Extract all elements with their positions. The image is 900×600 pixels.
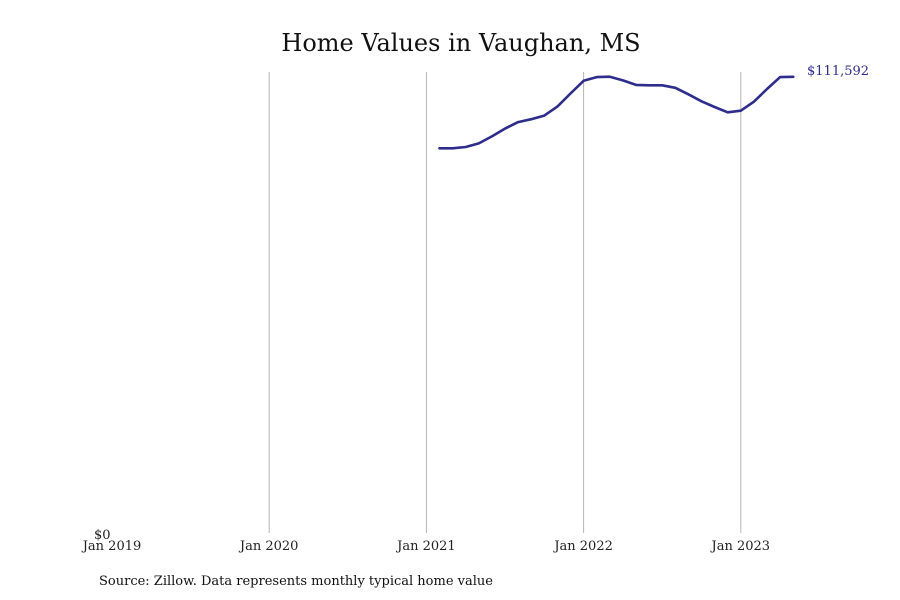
series-line-0 bbox=[438, 75, 795, 150]
vertical-gridlines bbox=[268, 72, 742, 533]
x-tick-label: Jan 2020 bbox=[238, 539, 299, 554]
x-tick-label: Jan 2019 bbox=[81, 539, 142, 554]
x-tick-label: Jan 2023 bbox=[710, 539, 771, 554]
x-axis-tick-labels: Jan 2019 Jan 2020 Jan 2021 Jan 2022 Jan 2023 bbox=[81, 539, 770, 554]
source-note: Source: Zillow. Data represents monthly … bbox=[99, 574, 493, 589]
end-value-label: $111,592 bbox=[807, 64, 869, 79]
y-axis-tick-labels: $0 bbox=[94, 528, 111, 543]
chart-title: Home Values in Vaughan, MS bbox=[281, 29, 640, 57]
home-value-series bbox=[438, 75, 795, 150]
x-tick-label: Jan 2021 bbox=[395, 539, 456, 554]
y-tick-label: $0 bbox=[94, 528, 111, 543]
x-tick-label: Jan 2022 bbox=[552, 539, 613, 554]
